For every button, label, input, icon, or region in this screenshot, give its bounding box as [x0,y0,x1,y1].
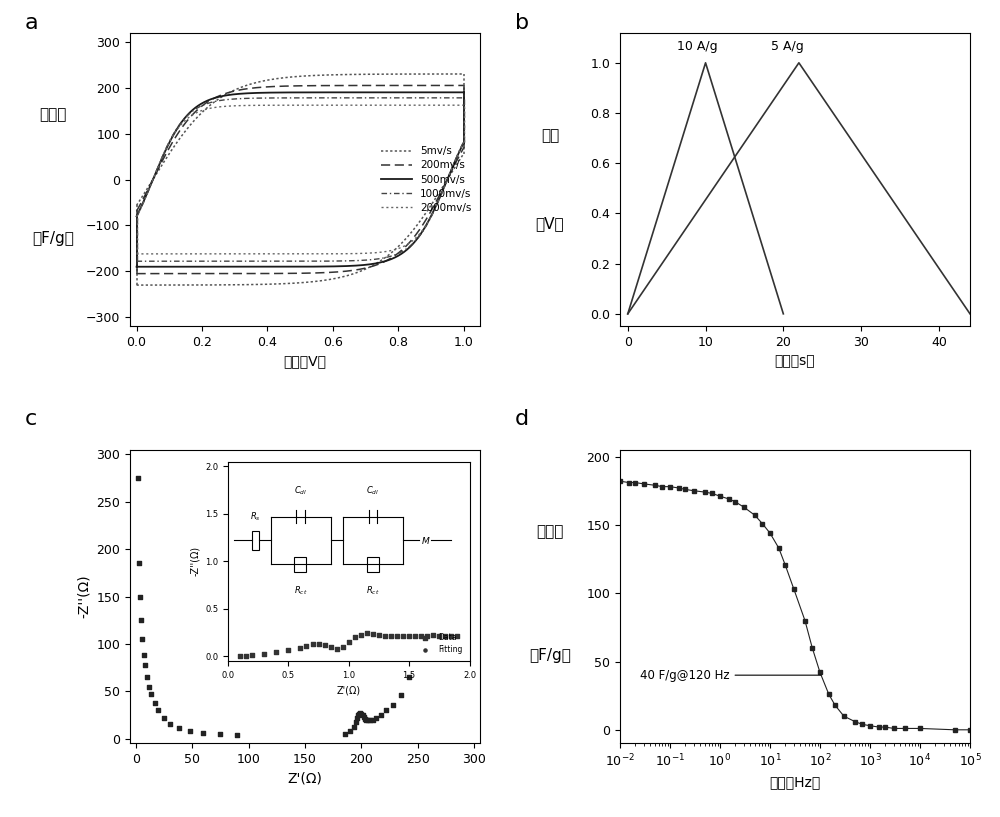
Point [365,713,381,726]
Point [373,708,389,721]
Point [357,712,373,725]
Point [358,713,374,726]
X-axis label: 电压（V）: 电压（V） [284,355,326,368]
Point [385,698,401,711]
Text: 5 A/g: 5 A/g [771,40,804,53]
Text: （F/g）: （F/g） [529,648,571,663]
Text: c: c [25,408,37,429]
Text: （V）: （V） [536,216,564,231]
Y-axis label: -Z''(Ω): -Z''(Ω) [77,575,91,618]
Point [378,703,394,717]
Point [393,689,409,702]
Text: d: d [515,408,529,429]
Point [229,729,245,742]
X-axis label: Z'(Ω): Z'(Ω) [288,772,322,786]
Point [156,712,172,725]
Point [350,708,366,721]
Point [132,590,148,603]
Point [349,712,365,725]
Point [131,557,147,570]
Point [141,680,157,693]
Text: b: b [515,12,529,33]
Point [362,713,378,726]
Point [139,671,155,684]
Point [348,715,364,728]
Point [421,547,437,560]
Point [360,713,376,726]
Point [147,696,163,709]
Point [416,600,432,613]
Text: 比容量: 比容量 [536,525,564,539]
Text: 40 F/g@120 Hz: 40 F/g@120 Hz [640,668,821,681]
Point [137,659,153,672]
Text: （F/g）: （F/g） [32,230,74,246]
Point [171,721,187,734]
Text: 比容量: 比容量 [39,107,67,123]
Point [162,717,178,730]
Point [368,712,384,725]
Point [342,725,358,738]
Point [182,725,198,738]
Point [353,708,369,721]
Point [355,708,371,721]
X-axis label: 频率（Hz）: 频率（Hz） [769,775,821,789]
Point [337,727,353,740]
Point [410,637,426,650]
Text: a: a [25,12,39,33]
Point [133,614,149,627]
Point [351,708,367,721]
Point [134,632,150,645]
Point [356,711,372,724]
Point [130,471,146,484]
Legend: 5mv/s, 200mv/s, 500mv/s, 1000mv/s, 2000mv/s: 5mv/s, 200mv/s, 500mv/s, 1000mv/s, 2000m… [378,143,475,216]
Point [401,671,417,684]
Point [150,703,166,717]
Text: 10 A/g: 10 A/g [677,40,718,53]
Point [212,727,228,740]
X-axis label: 时间（s）: 时间（s） [775,355,815,368]
Text: 电压: 电压 [541,128,559,143]
Point [143,688,159,701]
Point [195,726,211,739]
Point [136,649,152,662]
Point [352,707,368,720]
Point [346,721,362,734]
